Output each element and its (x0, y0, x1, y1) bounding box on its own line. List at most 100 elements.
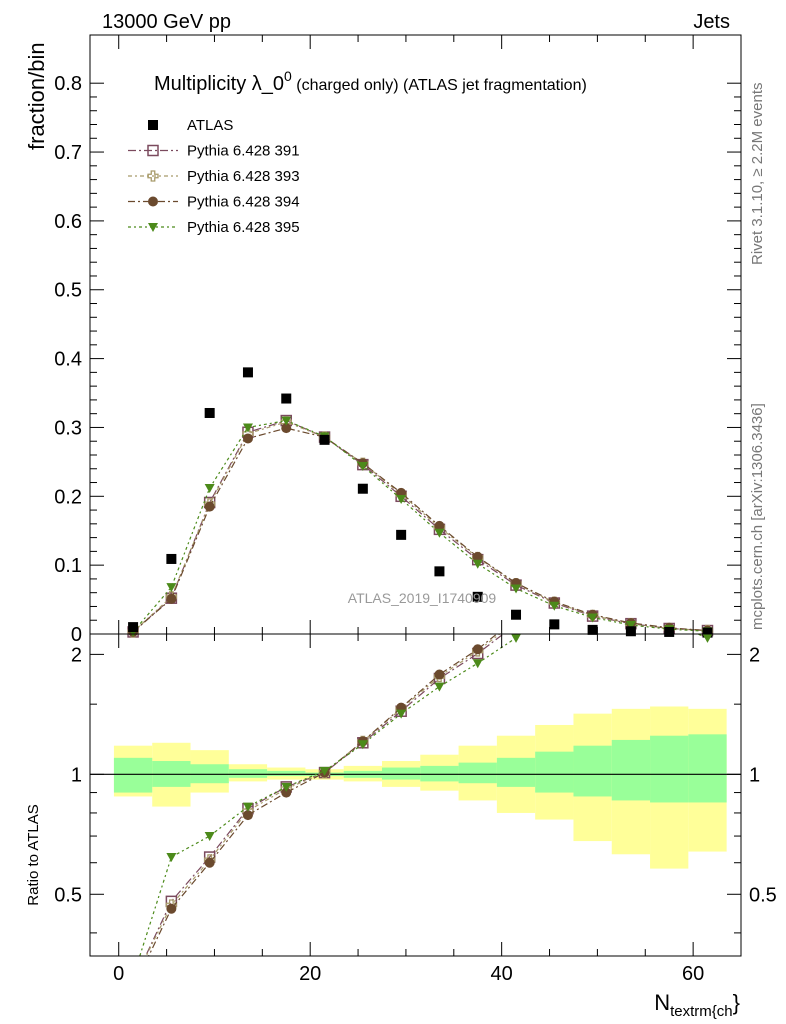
data-point (434, 528, 445, 538)
legend-marker (148, 223, 158, 232)
ratio-point (702, 611, 712, 621)
band-inner (535, 751, 574, 793)
legend-marker (147, 144, 159, 157)
data-point (434, 520, 445, 531)
bottom-plot-area (128, 513, 713, 994)
data-point (549, 619, 560, 630)
ratio-series-pythia-6-428-395 (128, 530, 713, 982)
ratio-point (166, 853, 177, 863)
ratio-point (128, 973, 138, 982)
ratio-point (702, 634, 713, 643)
ratio-line (145, 634, 501, 956)
ratio-point (128, 978, 138, 988)
ratio-point (357, 740, 368, 750)
band-inner (611, 739, 651, 801)
band-inner (458, 762, 497, 784)
legend-label: ATLAS (187, 117, 233, 134)
data-point (166, 553, 177, 564)
ratio-point (396, 709, 407, 719)
ratio-point (281, 782, 292, 792)
legend-marker (148, 120, 158, 130)
series-line (132, 419, 708, 633)
bottom-y-tick-label: 0.5 (54, 884, 82, 906)
data-point (357, 462, 368, 472)
ratio-point (664, 597, 674, 607)
legend-entry: Pythia 6.428 393 (128, 168, 300, 185)
band-inner (688, 734, 727, 803)
ratio-point (511, 634, 521, 643)
ratio-point (626, 538, 636, 548)
data-point (702, 627, 713, 638)
band-inner (381, 767, 421, 780)
data-point (204, 407, 215, 418)
bottom-y-tick-label-right: 0.5 (749, 884, 777, 906)
x-tick-label: 0 (113, 963, 124, 985)
data-point (281, 423, 292, 434)
ratio-point (664, 597, 674, 607)
data-point (396, 495, 407, 505)
top-y-tick-label: 0.5 (54, 280, 82, 302)
data-point (625, 621, 636, 631)
legend-label: Pythia 6.428 391 (187, 143, 300, 160)
ratio-point (549, 568, 559, 578)
top-y-tick-label: 0.2 (54, 486, 82, 508)
data-point (664, 626, 675, 637)
ratio-point (204, 857, 215, 868)
data-point (587, 624, 598, 635)
bottom-y-tick-label-right: 1 (749, 764, 760, 786)
data-point (242, 367, 253, 378)
top-y-tick-label: 0.8 (54, 73, 82, 95)
ratio-point (549, 563, 559, 573)
ratio-point (702, 604, 712, 614)
top-y-tick-label: 0.6 (54, 211, 82, 233)
band-inner (650, 735, 689, 803)
top-y-tick-label: 0.3 (54, 417, 82, 439)
ratio-point (319, 766, 330, 776)
ratio-point (128, 978, 138, 988)
legend-entry: Pythia 6.428 395 (128, 219, 300, 236)
chart-title-rest: (charged only) (ATLAS jet fragmentation) (292, 77, 587, 94)
top-y-tick-label: 0.1 (54, 555, 82, 577)
band-inner (496, 757, 536, 787)
mcplots-label: mcplots.cern.ch [arXiv:1306.3436] (749, 403, 766, 630)
ratio-point (588, 513, 598, 523)
top-y-tick-label: 0.7 (54, 142, 82, 164)
data-point (319, 434, 330, 445)
series-line (132, 427, 708, 633)
chart-title: Multiplicity λ_00 (charged only) (ATLAS … (154, 68, 587, 95)
legend-marker (147, 170, 159, 182)
legend-entry: Pythia 6.428 394 (128, 194, 300, 211)
legend-marker (148, 196, 158, 207)
x-tick-label: 40 (491, 963, 513, 985)
ratio-point (511, 619, 521, 629)
x-tick-label: 20 (299, 963, 321, 985)
bottom-y-tick-label: 2 (71, 644, 82, 666)
band-inner (113, 757, 153, 793)
ratio-point (434, 682, 445, 692)
ratio-point (626, 564, 636, 573)
data-point (242, 423, 253, 433)
header-right-label: Jets (693, 11, 730, 33)
x-axis-label-main: N (654, 990, 670, 1015)
ratio-point (281, 787, 292, 798)
x-axis-label: Ntextrm{ch} (654, 990, 740, 1020)
ratio-point (472, 659, 483, 669)
data-point (587, 613, 598, 623)
bottom-frame (89, 633, 742, 957)
band-inner (228, 769, 268, 778)
data-point (204, 484, 215, 494)
ratio-line (148, 634, 498, 956)
data-point (434, 566, 445, 577)
ratio-line (139, 634, 708, 956)
header-left-label: 13000 GeV pp (102, 11, 231, 33)
data-point (166, 593, 177, 604)
ratio-point (588, 530, 598, 539)
ratio-point (664, 591, 674, 601)
data-point (549, 601, 560, 611)
ratio-point (128, 984, 138, 994)
ratio-point (434, 669, 445, 680)
x-axis-label-tail: } (733, 990, 740, 1015)
legend-label: Pythia 6.428 395 (187, 219, 300, 236)
chart-title-main: Multiplicity λ_0 (154, 73, 284, 95)
